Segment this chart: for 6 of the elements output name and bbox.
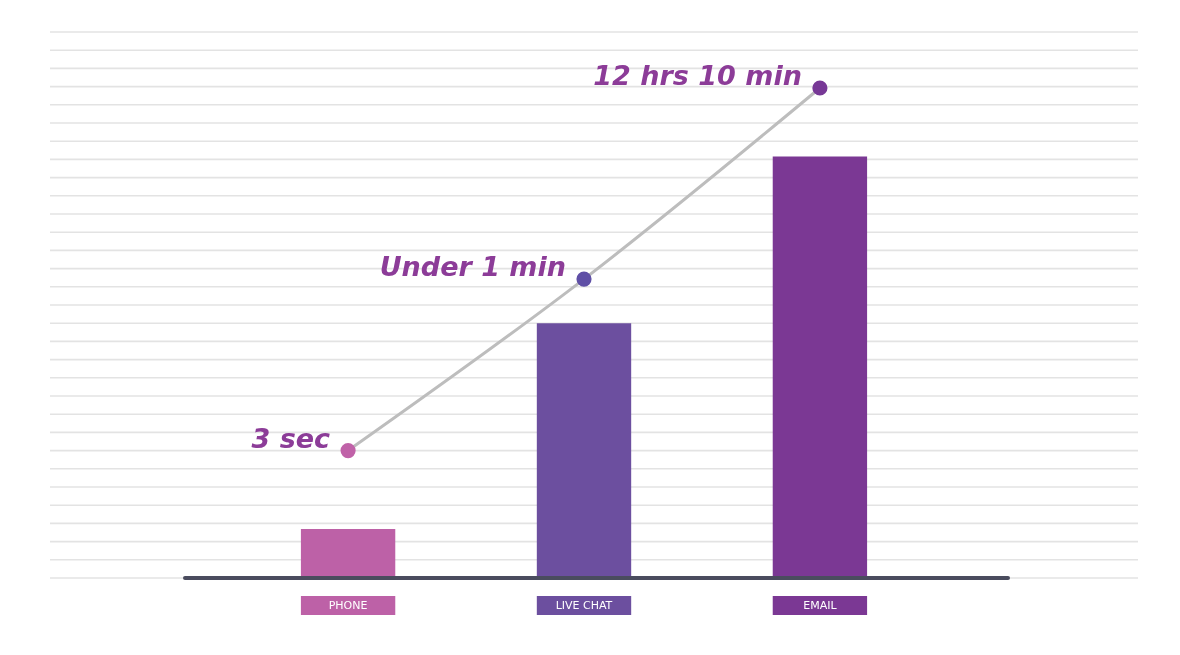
annotation: 12 hrs 10 min <box>593 60 802 91</box>
x-tick-label: LIVE CHAT <box>555 599 613 612</box>
annotation: Under 1 min <box>379 251 566 283</box>
x-tick-label: PHONE <box>328 599 368 612</box>
x-tick-label: EMAIL <box>803 599 838 612</box>
annotation: 3 sec <box>251 422 331 454</box>
